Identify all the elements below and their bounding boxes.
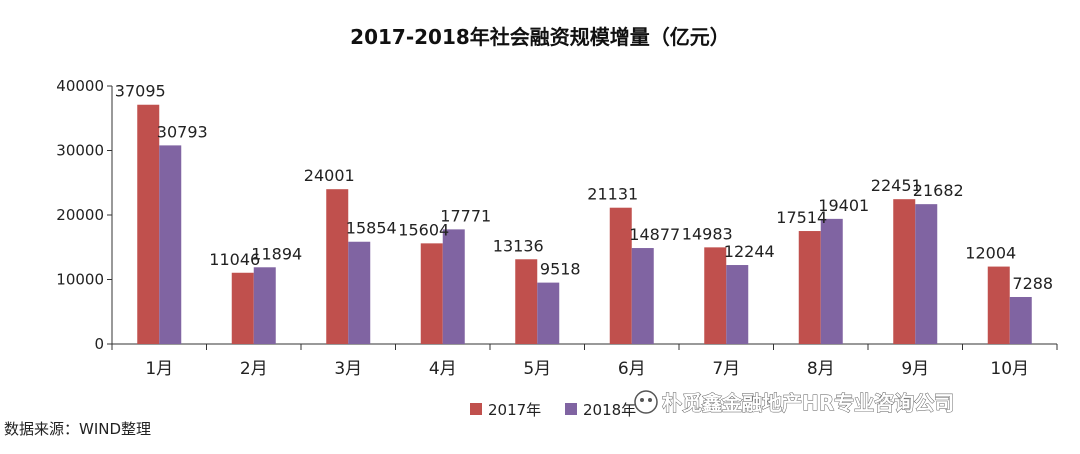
data-label: 14877 <box>629 225 680 244</box>
legend-label-2018: 2018年 <box>583 401 636 419</box>
data-label: 11046 <box>209 250 260 269</box>
chart-title: 2017-2018年社会融资规模增量（亿元） <box>350 25 730 49</box>
x-tick-label: 5月 <box>523 359 551 379</box>
bar-2017年-4月 <box>420 243 443 344</box>
bar-2018年-1月 <box>159 145 182 344</box>
data-label: 13136 <box>493 236 544 255</box>
data-label: 21682 <box>913 181 964 200</box>
x-tick-label: 3月 <box>334 359 362 379</box>
bar-2018年-4月 <box>442 229 465 344</box>
data-label: 9518 <box>540 260 581 279</box>
bar-2018年-5月 <box>537 282 560 344</box>
y-tick-label: 20000 <box>56 206 104 224</box>
bar-2017年-10月 <box>987 266 1010 344</box>
bars <box>137 104 1032 345</box>
legend-swatch-2017 <box>470 403 482 415</box>
bar-2017年-9月 <box>893 199 916 344</box>
legend-swatch-2018 <box>565 403 577 415</box>
bar-2017年-6月 <box>609 207 632 344</box>
legend-label-2017: 2017年 <box>488 401 541 419</box>
axes: 0 10000 20000 30000 40000 1月 2月 3月 4月 5月 6月 7月 8月 9月 1… <box>56 77 1058 379</box>
wechat-icon <box>634 390 658 414</box>
bar-2017年-2月 <box>231 272 254 344</box>
bar-2017年-5月 <box>515 259 538 344</box>
x-tick-label: 8月 <box>807 359 835 379</box>
data-label: 37095 <box>115 82 166 101</box>
data-label: 30793 <box>157 122 208 141</box>
bar-2018年-10月 <box>1009 296 1032 344</box>
bar-2017年-8月 <box>798 231 821 344</box>
data-label: 24001 <box>304 166 355 185</box>
watermark-text: 朴觅鑫金融地产HR专业咨询公司 <box>662 391 954 415</box>
bar-2018年-6月 <box>631 248 654 344</box>
legend: 2017年 2018年 <box>470 401 636 419</box>
bar-2018年-2月 <box>253 267 276 344</box>
x-tick-label: 9月 <box>901 359 929 379</box>
bar-2017年-1月 <box>137 104 160 345</box>
data-label: 15604 <box>398 220 449 239</box>
y-tick-label: 10000 <box>56 271 104 289</box>
y-tick-label: 30000 <box>56 142 104 160</box>
data-label: 17771 <box>440 206 491 225</box>
data-label: 15854 <box>346 219 397 238</box>
data-label: 12004 <box>965 244 1016 263</box>
source-note: 数据来源：WIND整理 <box>4 420 151 438</box>
x-tick-label: 2月 <box>240 359 268 379</box>
data-label: 19401 <box>818 196 869 215</box>
bar-2017年-7月 <box>704 247 727 344</box>
watermark: 朴觅鑫金融地产HR专业咨询公司 <box>634 390 955 415</box>
x-tick-label: 1月 <box>145 359 173 379</box>
y-tick-label: 40000 <box>56 77 104 95</box>
y-tick-label: 0 <box>94 335 104 353</box>
bar-2018年-7月 <box>726 265 749 344</box>
x-tick-label: 7月 <box>712 359 740 379</box>
bar-2018年-9月 <box>915 204 938 344</box>
data-label: 14983 <box>682 224 733 243</box>
bar-2018年-3月 <box>348 241 371 344</box>
data-label: 7288 <box>1012 274 1053 293</box>
data-label: 21131 <box>587 185 638 204</box>
data-label: 22451 <box>871 176 922 195</box>
data-label: 12244 <box>724 242 775 261</box>
x-tick-label: 10月 <box>990 359 1029 379</box>
bar-2017年-3月 <box>326 189 349 344</box>
data-label: 17514 <box>776 208 827 227</box>
x-tick-label: 4月 <box>429 359 457 379</box>
x-tick-label: 6月 <box>618 359 646 379</box>
bar-2018年-8月 <box>820 218 843 344</box>
data-label: 11894 <box>251 244 302 263</box>
